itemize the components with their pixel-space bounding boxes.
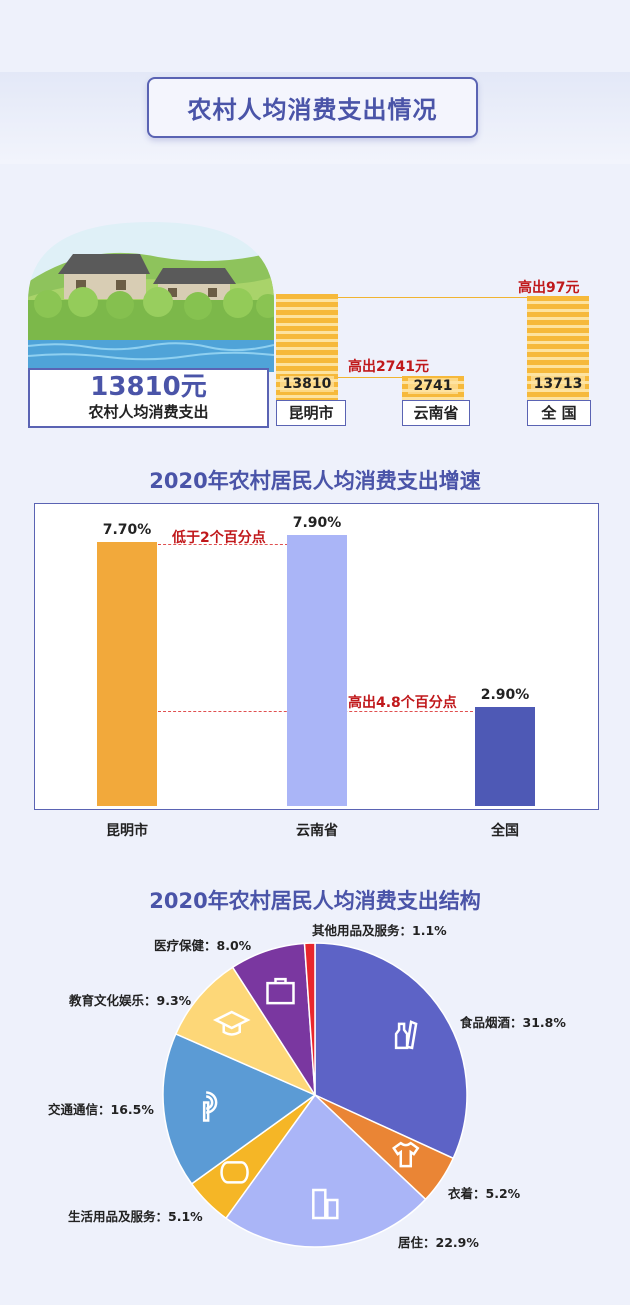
- connector-line-mid: [338, 377, 402, 378]
- structure-chart-title: 2020年农村居民人均消费支出结构: [149, 889, 481, 913]
- pie-label-transport: 交通通信：16.5%: [48, 1102, 154, 1117]
- medical-kit-icon: [266, 977, 295, 1005]
- city-label-kunming: 昆明市: [276, 400, 346, 426]
- pie-slice-7: [303, 942, 316, 1096]
- pie-label-medical: 医疗保健：8.0%: [154, 938, 252, 953]
- per-capita-stat-card: 13810元 农村人均消费支出: [28, 368, 269, 428]
- bottle-icon: [394, 1020, 418, 1050]
- page-title: 农村人均消费支出情况: [147, 77, 478, 138]
- growth-bar-national: [475, 706, 535, 806]
- pie-label-other: 其他用品及服务：1.1%: [312, 923, 447, 938]
- city-label-yunnan: 云南省: [402, 400, 470, 426]
- building-icon: [312, 1188, 339, 1220]
- annotation-lower: 低于2个百分点: [172, 530, 266, 546]
- annotation-vs-province: 高出2741元: [348, 359, 429, 375]
- dash-line-lower: [158, 544, 288, 545]
- growth-bar-yunnan: [287, 535, 347, 806]
- city-label-national: 全 国: [527, 400, 591, 426]
- pie-slice-0: [314, 942, 468, 1160]
- growth-category-kunming: 昆明市: [106, 823, 148, 839]
- pie-label-housing: 居住：22.9%: [398, 1235, 479, 1250]
- tissue-icon: [220, 1161, 249, 1184]
- graduation-cap-icon: [212, 1010, 251, 1036]
- village-illustration: [28, 222, 274, 372]
- pie-slice-5: [174, 966, 317, 1097]
- growth-category-yunnan: 云南省: [296, 823, 338, 839]
- growth-chart-title: 2020年农村居民人均消费支出增速: [149, 469, 481, 493]
- pie-slice-4: [162, 1032, 317, 1185]
- annotation-vs-national: 高出97元: [518, 280, 580, 296]
- pie-slice-2: [224, 1093, 427, 1248]
- annotation-higher: 高出4.8个百分点: [348, 695, 457, 711]
- bar-value-kunming: 13810: [280, 376, 334, 392]
- growth-value-yunnan: 7.90%: [292, 515, 342, 531]
- pie-label-clothing: 衣着：5.2%: [448, 1186, 521, 1201]
- antenna-icon: [202, 1091, 218, 1122]
- growth-value-kunming: 7.70%: [102, 521, 152, 538]
- bar-value-national: 13713: [531, 376, 585, 392]
- per-capita-label: 农村人均消费支出: [88, 403, 209, 421]
- pie-label-food: 食品烟酒：31.8%: [460, 1015, 566, 1030]
- per-capita-value: 13810元: [90, 372, 207, 402]
- pie-label-daily-goods: 生活用品及服务：5.1%: [68, 1209, 203, 1224]
- shirt-icon: [392, 1141, 420, 1168]
- connector-line-top: [338, 297, 528, 298]
- growth-category-national: 全国: [491, 823, 519, 839]
- bar-value-yunnan: 2741: [408, 378, 458, 394]
- pie-label-education: 教育文化娱乐：9.3%: [69, 993, 192, 1008]
- growth-value-national: 2.90%: [480, 686, 530, 703]
- growth-bar-kunming: [97, 541, 157, 806]
